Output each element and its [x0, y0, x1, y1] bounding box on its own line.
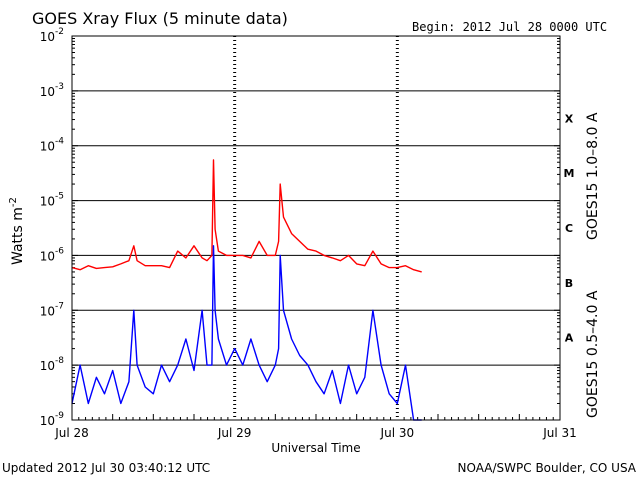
x-tick-label-3: Jul 31	[542, 426, 577, 440]
x-tick-label-2: Jul 30	[380, 426, 415, 440]
begin-label: Begin: 2012 Jul 28 0000 UTC	[412, 20, 607, 34]
y-tick-label-1: 10-8	[40, 356, 65, 373]
y-tick-label-4: 10-5	[40, 192, 64, 209]
y-tick-label-7: 10-2	[40, 27, 64, 44]
legend-red: GOES15 1.0–8.0 A	[585, 112, 601, 240]
y-tick-label-6: 10-3	[40, 82, 64, 99]
legend-blue: GOES15 0.5–4.0 A	[585, 290, 601, 418]
flare-class-A: A	[565, 332, 574, 345]
flare-class-B: B	[565, 277, 573, 290]
flare-class-M: M	[564, 167, 575, 180]
series-group	[71, 159, 422, 421]
y-tick-label-5: 10-4	[40, 137, 65, 154]
grid	[72, 35, 560, 421]
y-axis-label-text: Watts m	[10, 207, 26, 265]
plot-frame	[71, 35, 561, 421]
flare-class-C: C	[565, 222, 573, 235]
credit-label: NOAA/SWPC Boulder, CO USA	[458, 461, 637, 475]
y-tick-label-2: 10-7	[40, 301, 64, 318]
chart-title: GOES Xray Flux (5 minute data)	[32, 9, 288, 28]
y-axis-label-exp: -2	[8, 197, 19, 207]
y-tick-labels: 10-9 10-8 10-7 10-6 10-5 10-4 10-3 10-2	[40, 27, 65, 428]
y-tick-label-3: 10-6	[40, 246, 65, 263]
day-markers	[78, 36, 554, 420]
flare-class-labels: X M C B A	[564, 112, 575, 344]
flare-class-X: X	[565, 112, 574, 125]
series-line-1	[71, 245, 422, 421]
x-tick-labels: Jul 28 Jul 29 Jul 30 Jul 31	[54, 426, 577, 440]
x-tick-label-1: Jul 29	[217, 426, 252, 440]
series-line-0	[71, 159, 422, 273]
x-tick-label-0: Jul 28	[54, 426, 89, 440]
y-tick-label-0: 10-9	[40, 411, 65, 428]
y-axis-label: Watts m-2	[8, 197, 26, 265]
x-axis-label: Universal Time	[271, 441, 360, 455]
updated-label: Updated 2012 Jul 30 03:40:12 UTC	[2, 461, 210, 475]
